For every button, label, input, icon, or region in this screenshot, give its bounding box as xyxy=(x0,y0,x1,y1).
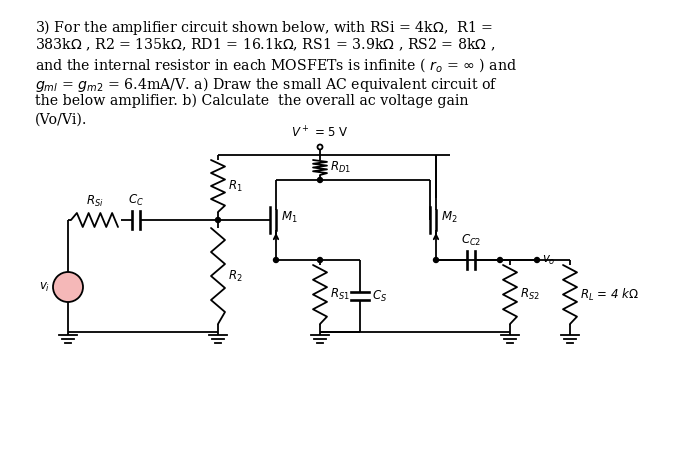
Text: $M_2$: $M_2$ xyxy=(441,209,458,225)
Text: $R_{D1}$: $R_{D1}$ xyxy=(330,160,351,175)
Text: 383k$\Omega$ , R2 = 135k$\Omega$, RD1 = 16.1k$\Omega$, RS1 = 3.9k$\Omega$ , RS2 : 383k$\Omega$ , R2 = 135k$\Omega$, RD1 = … xyxy=(35,37,496,54)
Text: $R_2$: $R_2$ xyxy=(228,269,243,284)
Text: and the internal resistor in each MOSFETs is infinite ( $r_o$ = $\infty$ ) and: and the internal resistor in each MOSFET… xyxy=(35,56,517,74)
Circle shape xyxy=(535,257,540,262)
Text: $V^+$ = 5 V: $V^+$ = 5 V xyxy=(291,126,349,141)
Text: (Vo/Vi).: (Vo/Vi). xyxy=(35,113,88,127)
Text: $v_i$: $v_i$ xyxy=(38,280,50,293)
Text: 3) For the amplifier circuit shown below, with RSi = 4k$\Omega$,  R1 =: 3) For the amplifier circuit shown below… xyxy=(35,18,493,37)
Circle shape xyxy=(53,272,83,302)
Text: $R_{Si}$: $R_{Si}$ xyxy=(85,194,104,209)
Text: $M_1$: $M_1$ xyxy=(281,209,297,225)
Text: $C_C$: $C_C$ xyxy=(128,193,144,208)
Circle shape xyxy=(433,257,438,262)
Text: $R_{S2}$: $R_{S2}$ xyxy=(520,287,540,302)
Text: +: + xyxy=(64,277,73,287)
Text: −: − xyxy=(62,285,74,299)
Circle shape xyxy=(318,257,323,262)
Text: $R_L$ = 4 k$\Omega$: $R_L$ = 4 k$\Omega$ xyxy=(580,287,639,302)
Text: $R_1$: $R_1$ xyxy=(228,179,243,194)
Circle shape xyxy=(498,257,503,262)
Circle shape xyxy=(216,217,220,222)
Circle shape xyxy=(274,257,279,262)
Text: $C_{C2}$: $C_{C2}$ xyxy=(461,233,481,248)
Text: $C_S$: $C_S$ xyxy=(372,288,387,304)
Circle shape xyxy=(318,177,323,183)
Text: $g_{ml}$ = $g_{m2}$ = 6.4mA/V. a) Draw the small AC equivalent circuit of: $g_{ml}$ = $g_{m2}$ = 6.4mA/V. a) Draw t… xyxy=(35,75,498,94)
Text: $v_o$: $v_o$ xyxy=(542,253,556,266)
Text: the below amplifier. b) Calculate  the overall ac voltage gain: the below amplifier. b) Calculate the ov… xyxy=(35,94,468,108)
Text: $R_{S1}$: $R_{S1}$ xyxy=(330,287,350,302)
